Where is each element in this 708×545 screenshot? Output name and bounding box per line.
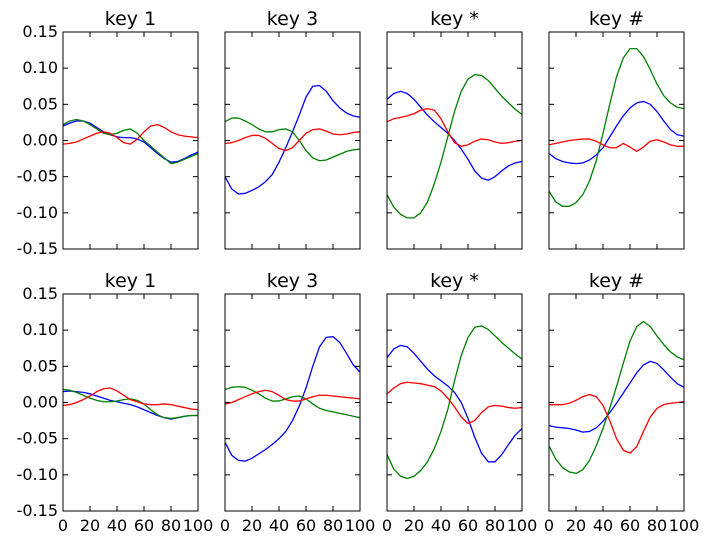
subplot: key 1 0.15 0.10 0.05 0.00 -0.05 -0.10 -0.150 20 4… (17, 270, 214, 535)
series-line-red (548, 138, 684, 152)
subplot: key 3 (224, 8, 361, 250)
axes-frame (62, 31, 199, 250)
x-tick-label: 100 (507, 516, 538, 535)
series-line-green (386, 74, 523, 219)
series-line-red (62, 123, 199, 145)
axes-frame (548, 31, 685, 250)
x-tick-label: 60 (458, 516, 478, 535)
series-line-green (224, 117, 361, 162)
axes-frame (386, 293, 523, 512)
x-tick-label: 0 (544, 516, 554, 535)
series-line-blue (386, 344, 523, 463)
x-tick-label: 80 (323, 516, 343, 535)
x-tick-label: 100 (183, 516, 214, 535)
y-tick-label: -0.05 (17, 429, 58, 448)
x-tick-label: 20 (566, 516, 586, 535)
series-line-red (224, 128, 361, 152)
subplot-title: key 3 (267, 8, 318, 30)
axes-frame (62, 293, 199, 512)
subplot: key # (548, 8, 685, 250)
y-tick-label: 0.00 (22, 131, 58, 150)
series-line-green (386, 325, 523, 480)
subplot: key # 0 20 40 60 80 100 (544, 270, 699, 535)
x-tick-label: 40 (593, 516, 613, 535)
subplot: key 1 0.15 0.10 0.05 0.00 -0.05 -0.10 -0.15 (17, 8, 199, 258)
subplot-title: key # (589, 8, 644, 30)
y-tick-label: 0.05 (22, 356, 58, 375)
y-tick-label: 0.15 (22, 284, 58, 303)
x-tick-label: 20 (242, 516, 262, 535)
series-line-red (386, 381, 523, 425)
y-tick-label: 0.05 (22, 94, 58, 113)
subplot-title: key * (430, 270, 479, 292)
x-tick-label: 0 (58, 516, 68, 535)
series-line-blue (224, 84, 361, 195)
x-tick-label: 20 (404, 516, 424, 535)
series-line-green (62, 118, 199, 165)
axes-frame (548, 293, 685, 512)
axes-frame (386, 31, 523, 250)
y-tick-label: -0.10 (17, 203, 58, 222)
y-tick-label: 0.15 (22, 22, 58, 41)
axes-frame (224, 293, 361, 512)
subplot: key * 0 20 40 60 80 100 (382, 270, 537, 535)
series-line-green (548, 47, 685, 207)
x-tick-label: 60 (134, 516, 154, 535)
series-line-red (224, 389, 361, 405)
subplot: key 3 0 20 40 60 80 100 (220, 270, 375, 535)
series-line-red (62, 387, 199, 411)
x-tick-label: 40 (107, 516, 127, 535)
x-tick-label: 80 (485, 516, 505, 535)
x-tick-label: 80 (647, 516, 667, 535)
series-line-blue (224, 336, 361, 462)
y-tick-label: 0.10 (22, 320, 58, 339)
y-tick-label: 0.00 (22, 393, 58, 412)
y-tick-label: -0.10 (17, 465, 58, 484)
x-tick-label: 40 (269, 516, 289, 535)
x-tick-label: 0 (382, 516, 392, 535)
x-tick-label: 20 (80, 516, 100, 535)
series-line-green (62, 388, 198, 420)
series-line-blue (62, 120, 199, 163)
subplot-title: key 1 (105, 270, 156, 292)
y-tick-label: -0.15 (17, 501, 58, 520)
series-line-red (549, 393, 685, 454)
series-line-green (548, 320, 685, 475)
series-line-red (386, 108, 523, 147)
x-tick-label: 60 (296, 516, 316, 535)
y-tick-label: 0.10 (22, 58, 58, 77)
x-tick-label: 0 (220, 516, 230, 535)
subplot-title: key * (430, 8, 479, 30)
series-line-green (224, 385, 361, 419)
subplot-title: key 3 (267, 270, 318, 292)
x-tick-label: 100 (669, 516, 700, 535)
y-tick-label: -0.05 (17, 167, 58, 186)
series-line-blue (548, 100, 685, 165)
y-tick-label: -0.15 (17, 239, 58, 258)
series-line-blue (386, 90, 523, 181)
x-tick-label: 40 (431, 516, 451, 535)
x-tick-label: 80 (161, 516, 181, 535)
axes-frame (224, 31, 361, 250)
x-tick-label: 100 (345, 516, 376, 535)
subplot: key * (386, 8, 523, 250)
subplot-title: key 1 (105, 8, 156, 30)
x-tick-label: 60 (620, 516, 640, 535)
subplot-title: key # (589, 270, 644, 292)
series-line-blue (548, 360, 685, 433)
